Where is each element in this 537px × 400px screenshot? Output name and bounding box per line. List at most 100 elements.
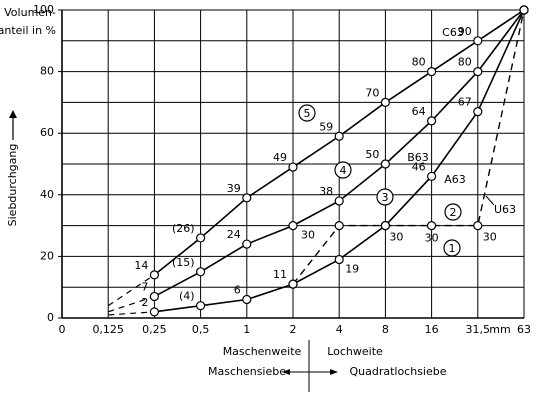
x-tick-label: 0,125: [92, 323, 124, 336]
point: [473, 107, 483, 117]
point: [196, 233, 206, 243]
series-line: [108, 311, 155, 316]
x-tick-label: 31,5: [466, 323, 491, 336]
point: [334, 131, 344, 141]
point: [473, 66, 483, 77]
point: [149, 270, 159, 280]
point: [473, 36, 483, 46]
y-tick-label: 20: [40, 249, 54, 262]
series-label: U63: [494, 203, 516, 216]
point: [288, 162, 298, 172]
zone-label: 4: [340, 164, 347, 177]
zone-label: 5: [304, 107, 311, 120]
value-label: 67: [458, 96, 472, 109]
value-label: 14: [134, 259, 148, 272]
point: [242, 239, 252, 249]
x-label: Maschenweite: [223, 345, 302, 358]
y-title: anteil in %: [0, 24, 56, 37]
point: [242, 193, 252, 203]
point: [473, 221, 483, 231]
y-tick-label: 40: [40, 188, 54, 201]
value-label: 38: [319, 185, 333, 198]
point: [334, 254, 344, 265]
value-label: 2: [141, 296, 148, 309]
x-label: Quadratlochsiebe: [349, 365, 446, 378]
series-line: [107, 274, 155, 307]
value-label: 90: [458, 25, 472, 38]
value-label: (15): [172, 256, 195, 269]
value-label: 49: [273, 151, 287, 164]
zone-marker: [443, 239, 461, 257]
point: [288, 221, 298, 231]
zone-label: 3: [382, 191, 389, 204]
value-label: (26): [172, 222, 195, 235]
value-label: 70: [365, 86, 379, 99]
value-label: 6: [234, 284, 241, 297]
x-tick-label: 4: [336, 323, 343, 336]
value-label: 30: [301, 229, 315, 242]
y-tick-label: 100: [33, 3, 54, 16]
point: [196, 301, 206, 311]
point: [149, 307, 159, 317]
y-axis-label: Siebdurchgang: [6, 144, 19, 227]
point: [427, 116, 437, 126]
value-label: 64: [412, 105, 426, 118]
series-line: [108, 295, 155, 313]
x-unit: mm: [489, 323, 510, 336]
zone-label: 2: [450, 206, 457, 219]
point: [149, 291, 159, 302]
value-label: 7: [141, 280, 148, 293]
zone-marker: [334, 161, 352, 179]
zone-marker: [444, 203, 462, 221]
point: [380, 97, 390, 108]
x-tick-label: 16: [425, 323, 439, 336]
value-label: 80: [412, 56, 426, 69]
value-label: (4): [179, 290, 195, 303]
x-tick-label: 0,5: [192, 323, 210, 336]
point: [196, 267, 206, 277]
value-label: 24: [227, 228, 241, 241]
point: [242, 294, 252, 305]
point: [427, 171, 437, 181]
y-title: Volumen-: [4, 6, 56, 19]
y-tick-label: 80: [40, 65, 54, 78]
point: [519, 5, 529, 15]
value-label: 19: [345, 262, 359, 275]
point: [288, 279, 298, 289]
zone-marker: [376, 188, 394, 206]
value-label: 39: [227, 182, 241, 195]
point: [380, 159, 390, 169]
x-tick-label: 8: [382, 323, 389, 336]
x-tick-label: 0: [59, 323, 66, 336]
x-tick-label: 2: [290, 323, 297, 336]
arrow-head: [9, 110, 17, 118]
point: [427, 221, 437, 231]
x-label: Lochweite: [327, 345, 383, 358]
point: [334, 196, 344, 206]
x-tick-label: 1: [243, 323, 250, 336]
series-line: [292, 9, 525, 285]
series-label: C63: [442, 26, 464, 39]
x-tick-label: 63: [517, 323, 531, 336]
value-label: 30: [425, 232, 439, 245]
value-label: 30: [483, 231, 497, 244]
value-label: 46: [412, 160, 426, 173]
value-label: 11: [273, 268, 287, 281]
series-label: A63: [444, 173, 466, 186]
zone-marker: [298, 104, 316, 122]
x-tick-label: 0,25: [142, 323, 167, 336]
point: [427, 66, 437, 77]
value-label: 30: [389, 231, 403, 244]
x-label: Maschensiebe: [208, 365, 286, 378]
y-tick-label: 0: [47, 311, 54, 324]
point: [334, 221, 344, 231]
y-tick-label: 60: [40, 126, 54, 139]
value-label: 80: [458, 56, 472, 69]
zone-label: 1: [449, 242, 456, 255]
point: [380, 221, 390, 231]
value-label: 59: [319, 120, 333, 133]
value-label: 50: [365, 148, 379, 161]
series-label: B63: [407, 151, 429, 164]
leader: [485, 195, 495, 206]
